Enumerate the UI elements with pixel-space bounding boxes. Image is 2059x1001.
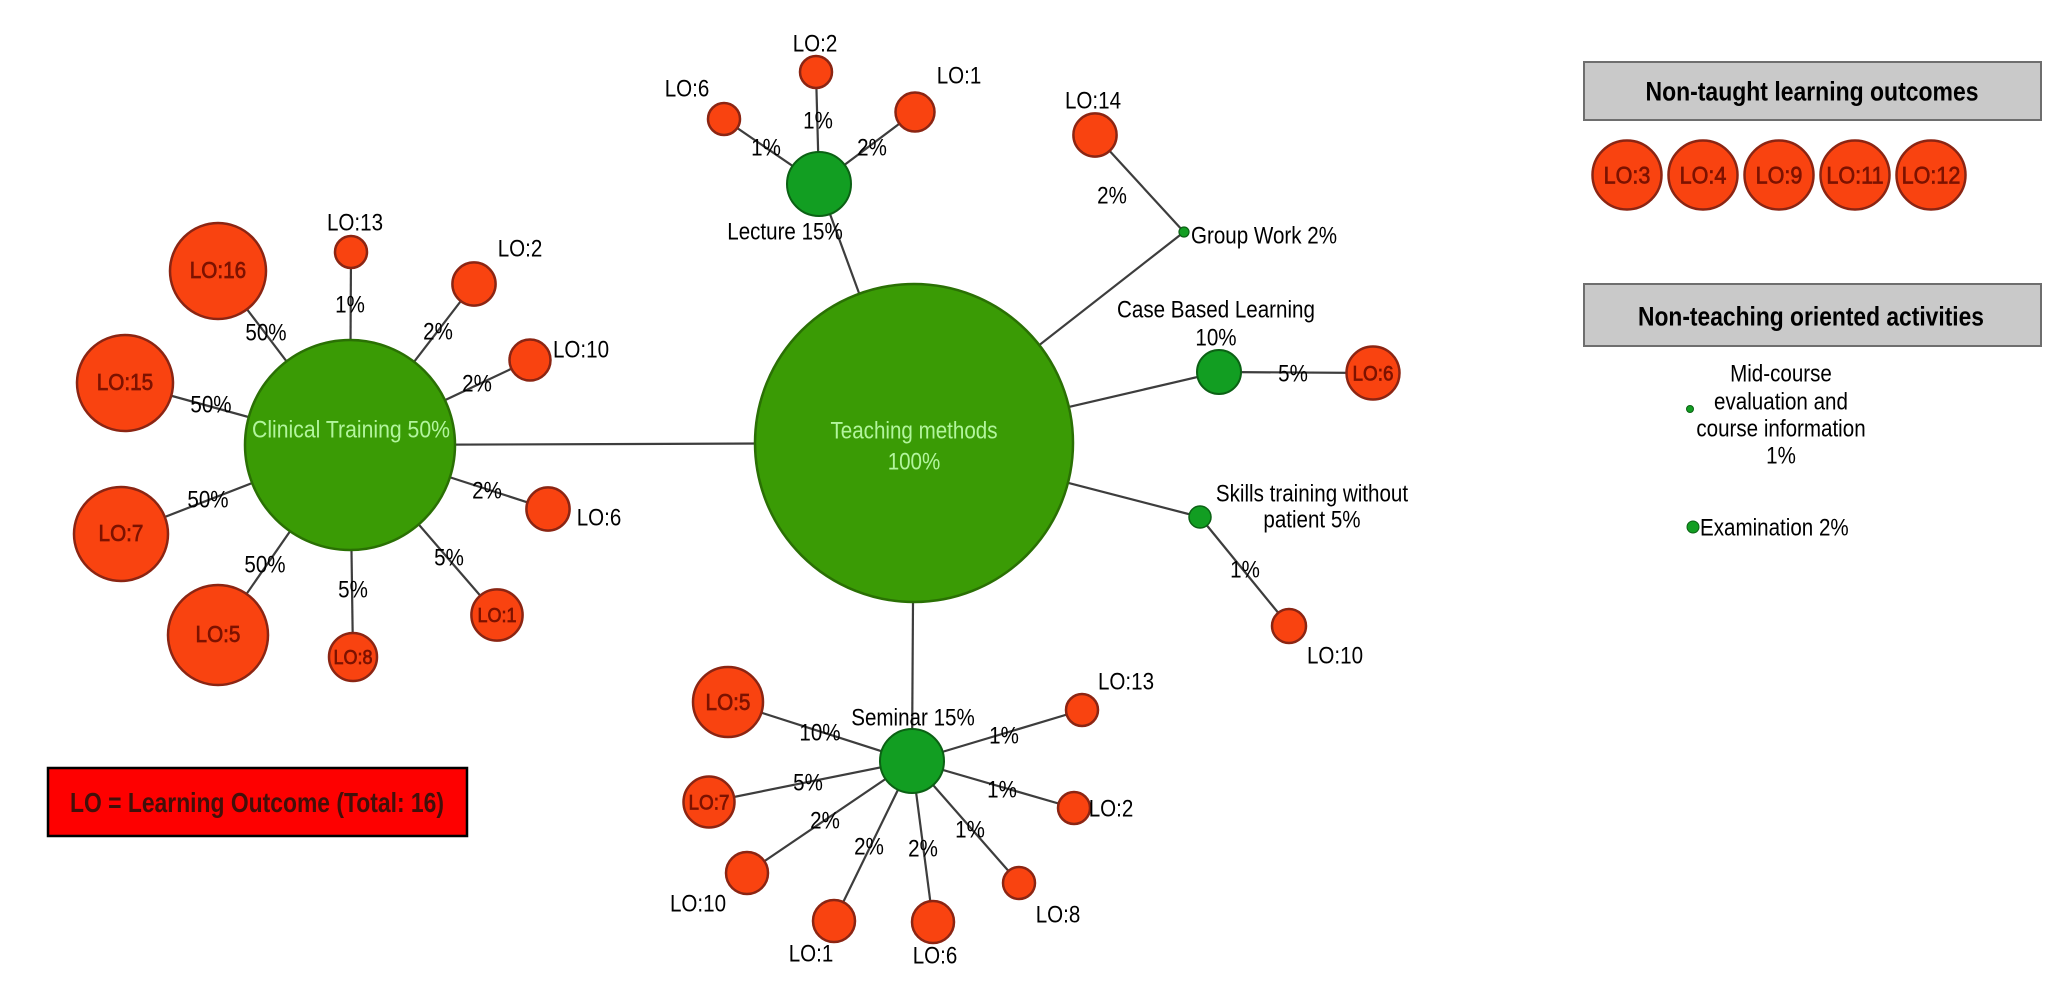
svg-text:LO:7: LO:7 bbox=[99, 520, 144, 546]
svg-text:LO:1: LO:1 bbox=[937, 63, 982, 90]
svg-text:50%: 50% bbox=[187, 487, 228, 514]
svg-text:LO:3: LO:3 bbox=[1604, 163, 1651, 190]
svg-text:LO:4: LO:4 bbox=[1680, 163, 1727, 190]
svg-text:LO:13: LO:13 bbox=[1098, 669, 1154, 696]
svg-text:Group Work 2%: Group Work 2% bbox=[1191, 223, 1337, 250]
svg-text:1%: 1% bbox=[751, 135, 781, 162]
svg-text:LO:16: LO:16 bbox=[190, 257, 246, 283]
svg-text:1%: 1% bbox=[989, 723, 1019, 750]
svg-text:LO:2: LO:2 bbox=[498, 236, 543, 263]
svg-text:LO:7: LO:7 bbox=[689, 792, 730, 815]
svg-text:LO:2: LO:2 bbox=[793, 31, 838, 58]
svg-text:LO:1: LO:1 bbox=[789, 941, 834, 968]
svg-text:2%: 2% bbox=[908, 836, 938, 863]
svg-text:Non-teaching oriented activiti: Non-teaching oriented activities bbox=[1638, 302, 1984, 332]
svg-text:LO:9: LO:9 bbox=[1756, 163, 1803, 190]
svg-text:LO:5: LO:5 bbox=[706, 689, 751, 715]
svg-text:1%: 1% bbox=[1230, 557, 1260, 584]
svg-text:LO:8: LO:8 bbox=[1036, 902, 1081, 929]
svg-text:50%: 50% bbox=[244, 552, 285, 579]
svg-text:50%: 50% bbox=[190, 392, 231, 419]
svg-text:LO:6: LO:6 bbox=[1353, 363, 1394, 386]
svg-text:LO:1: LO:1 bbox=[478, 605, 517, 627]
svg-text:Clinical Training 50%: Clinical Training 50% bbox=[252, 417, 450, 444]
svg-text:Teaching methods: Teaching methods bbox=[831, 418, 998, 445]
svg-text:1%: 1% bbox=[987, 777, 1017, 804]
svg-text:1%: 1% bbox=[803, 108, 833, 135]
svg-text:LO:6: LO:6 bbox=[913, 943, 958, 970]
svg-text:LO:13: LO:13 bbox=[327, 210, 383, 237]
svg-text:Non-taught learning outcomes: Non-taught learning outcomes bbox=[1646, 77, 1979, 107]
svg-text:5%: 5% bbox=[338, 577, 368, 604]
svg-text:course information: course information bbox=[1696, 416, 1865, 443]
svg-text:patient 5%: patient 5% bbox=[1263, 507, 1360, 534]
svg-text:5%: 5% bbox=[793, 770, 823, 797]
svg-text:Lecture 15%: Lecture 15% bbox=[727, 219, 843, 246]
svg-text:Skills training without: Skills training without bbox=[1216, 481, 1408, 508]
svg-text:5%: 5% bbox=[1278, 361, 1308, 388]
svg-text:LO:2: LO:2 bbox=[1089, 796, 1134, 823]
svg-text:1%: 1% bbox=[335, 292, 365, 319]
svg-text:2%: 2% bbox=[857, 135, 887, 162]
svg-text:LO:8: LO:8 bbox=[334, 647, 373, 669]
svg-text:LO:10: LO:10 bbox=[1307, 643, 1363, 670]
svg-text:2%: 2% bbox=[462, 371, 492, 398]
svg-text:2%: 2% bbox=[810, 808, 840, 835]
svg-text:50%: 50% bbox=[245, 320, 286, 347]
svg-text:LO:6: LO:6 bbox=[665, 76, 710, 103]
svg-text:LO:11: LO:11 bbox=[1826, 163, 1883, 190]
svg-text:LO:10: LO:10 bbox=[553, 337, 609, 364]
svg-text:Examination 2%: Examination 2% bbox=[1700, 515, 1849, 542]
svg-text:2%: 2% bbox=[854, 834, 884, 861]
svg-text:LO:14: LO:14 bbox=[1065, 88, 1121, 115]
svg-text:1%: 1% bbox=[1766, 443, 1796, 470]
svg-text:LO:6: LO:6 bbox=[577, 505, 622, 532]
svg-text:LO = Learning Outcome (Total:: LO = Learning Outcome (Total: 16) bbox=[70, 787, 444, 818]
svg-text:2%: 2% bbox=[472, 478, 502, 505]
svg-text:2%: 2% bbox=[423, 319, 453, 346]
svg-text:Case Based Learning: Case Based Learning bbox=[1117, 297, 1315, 324]
svg-text:1%: 1% bbox=[955, 817, 985, 844]
svg-text:2%: 2% bbox=[1097, 183, 1127, 210]
svg-text:Mid-course: Mid-course bbox=[1730, 361, 1832, 388]
svg-text:Seminar 15%: Seminar 15% bbox=[851, 705, 975, 732]
svg-text:10%: 10% bbox=[1195, 325, 1236, 352]
svg-text:LO:12: LO:12 bbox=[1902, 163, 1961, 190]
svg-text:LO:10: LO:10 bbox=[670, 891, 726, 918]
svg-text:10%: 10% bbox=[799, 720, 840, 747]
svg-text:100%: 100% bbox=[888, 449, 941, 476]
svg-text:evaluation and: evaluation and bbox=[1714, 389, 1848, 416]
svg-text:LO:5: LO:5 bbox=[196, 621, 241, 647]
svg-text:5%: 5% bbox=[434, 545, 464, 572]
svg-text:LO:15: LO:15 bbox=[97, 369, 153, 395]
